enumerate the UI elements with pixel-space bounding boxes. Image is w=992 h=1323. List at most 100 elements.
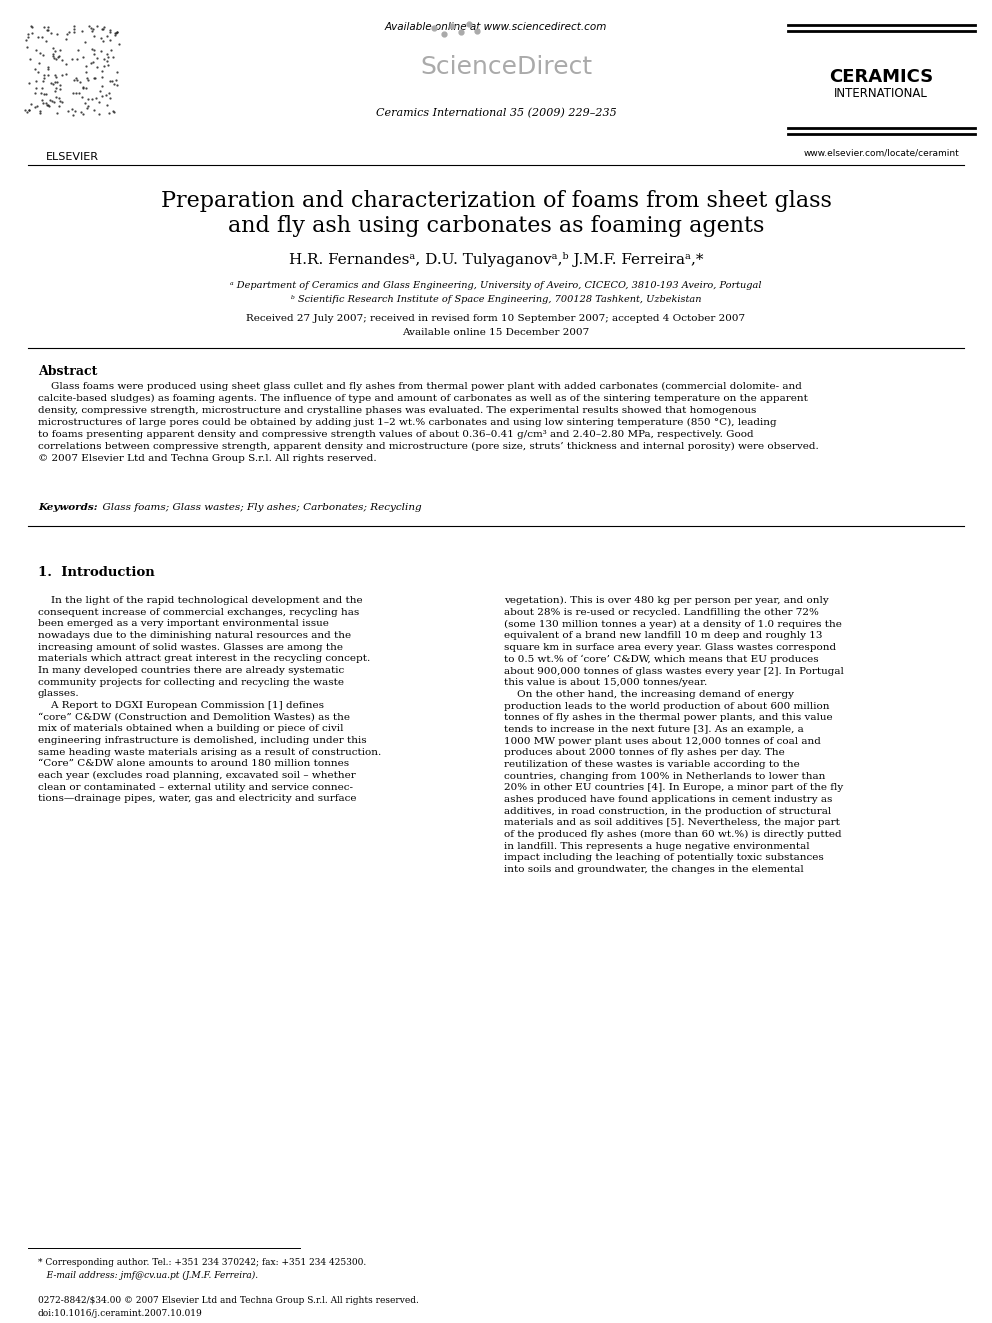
Point: [32, 102, 48, 123]
Point: [64, 82, 80, 103]
Point: [91, 81, 107, 102]
Point: [87, 67, 103, 89]
Point: [21, 71, 37, 93]
Point: [33, 42, 49, 64]
Point: [35, 77, 51, 98]
Text: CERAMICS: CERAMICS: [829, 67, 933, 86]
Point: [29, 70, 45, 91]
Point: [24, 16, 40, 37]
Point: [47, 71, 62, 93]
Point: [68, 67, 84, 89]
Point: [43, 90, 59, 111]
Point: [28, 60, 44, 81]
Text: Abstract: Abstract: [38, 365, 97, 378]
Point: [62, 21, 77, 42]
Point: [31, 26, 47, 48]
Point: [79, 67, 95, 89]
Point: [52, 40, 67, 61]
Point: [74, 86, 90, 107]
Point: [40, 20, 56, 41]
Point: [64, 105, 80, 126]
Point: [99, 94, 115, 115]
Point: [93, 41, 109, 62]
Point: [75, 103, 91, 124]
Point: [94, 19, 110, 40]
Point: [74, 75, 90, 97]
Point: [80, 89, 96, 110]
Point: [69, 70, 85, 91]
Text: In the light of the rapid technological development and the
consequent increase : In the light of the rapid technological …: [38, 595, 381, 803]
Point: [98, 83, 114, 105]
Point: [28, 40, 44, 61]
Point: [35, 93, 51, 114]
Point: [20, 26, 36, 48]
Point: [65, 70, 81, 91]
Point: [84, 21, 100, 42]
Point: [96, 56, 112, 77]
Point: [69, 40, 85, 61]
Point: [108, 22, 124, 44]
Point: [89, 16, 105, 37]
Point: [36, 65, 52, 86]
Point: [94, 86, 110, 107]
Point: [48, 49, 63, 70]
Point: [63, 98, 79, 119]
Point: [109, 21, 125, 42]
Point: [50, 103, 65, 124]
Point: [99, 44, 115, 65]
Text: vegetation). This is over 480 kg per person per year, and only
about 28% is re-u: vegetation). This is over 480 kg per per…: [504, 595, 844, 875]
Point: [106, 102, 122, 123]
Point: [95, 30, 111, 52]
Point: [25, 22, 41, 44]
Point: [48, 78, 63, 99]
Point: [107, 22, 123, 44]
Text: ᵇ Scientific Research Institute of Space Engineering, 700128 Tashkent, Uzbekista: ᵇ Scientific Research Institute of Space…: [291, 295, 701, 304]
Point: [104, 70, 120, 91]
Text: ScienceDirect: ScienceDirect: [420, 56, 592, 79]
Text: and fly ash using carbonates as foaming agents: and fly ash using carbonates as foaming …: [228, 216, 764, 237]
Point: [94, 61, 110, 82]
Point: [58, 64, 73, 85]
Point: [78, 56, 94, 77]
Point: [19, 102, 35, 123]
Point: [40, 94, 56, 115]
Point: [109, 21, 125, 42]
Point: [20, 24, 36, 45]
Point: [86, 40, 102, 61]
Text: Glass foams; Glass wastes; Fly ashes; Carbonates; Recycling: Glass foams; Glass wastes; Fly ashes; Ca…: [96, 503, 422, 512]
Point: [23, 16, 39, 37]
Point: [78, 77, 94, 98]
Text: ELSEVIER: ELSEVIER: [46, 152, 98, 161]
Point: [52, 87, 67, 108]
Point: [85, 99, 101, 120]
Point: [36, 67, 52, 89]
Point: [86, 67, 102, 89]
Point: [36, 16, 52, 37]
Point: [78, 98, 94, 119]
Point: [52, 45, 67, 66]
Point: [48, 40, 63, 61]
Text: INTERNATIONAL: INTERNATIONAL: [834, 87, 928, 101]
Point: [52, 78, 67, 99]
Point: [94, 19, 110, 40]
Point: [40, 17, 56, 38]
Point: [52, 90, 67, 111]
Text: ᵃ Department of Ceramics and Glass Engineering, University of Aveiro, CICECO, 38: ᵃ Department of Ceramics and Glass Engin…: [230, 280, 762, 290]
Point: [84, 89, 100, 110]
Point: [71, 82, 87, 103]
Text: Ceramics International 35 (2009) 229–235: Ceramics International 35 (2009) 229–235: [376, 108, 616, 118]
Point: [38, 83, 54, 105]
Point: [105, 101, 121, 122]
Point: [35, 90, 51, 111]
Point: [39, 93, 55, 114]
Point: [31, 53, 47, 74]
Point: [94, 66, 110, 87]
Point: [66, 19, 82, 40]
Point: [44, 91, 60, 112]
Text: www.elsevier.com/locate/ceramint: www.elsevier.com/locate/ceramint: [804, 148, 959, 157]
Point: [81, 16, 97, 37]
Point: [73, 101, 89, 122]
Point: [74, 46, 90, 67]
Point: [99, 50, 115, 71]
Point: [75, 78, 91, 99]
